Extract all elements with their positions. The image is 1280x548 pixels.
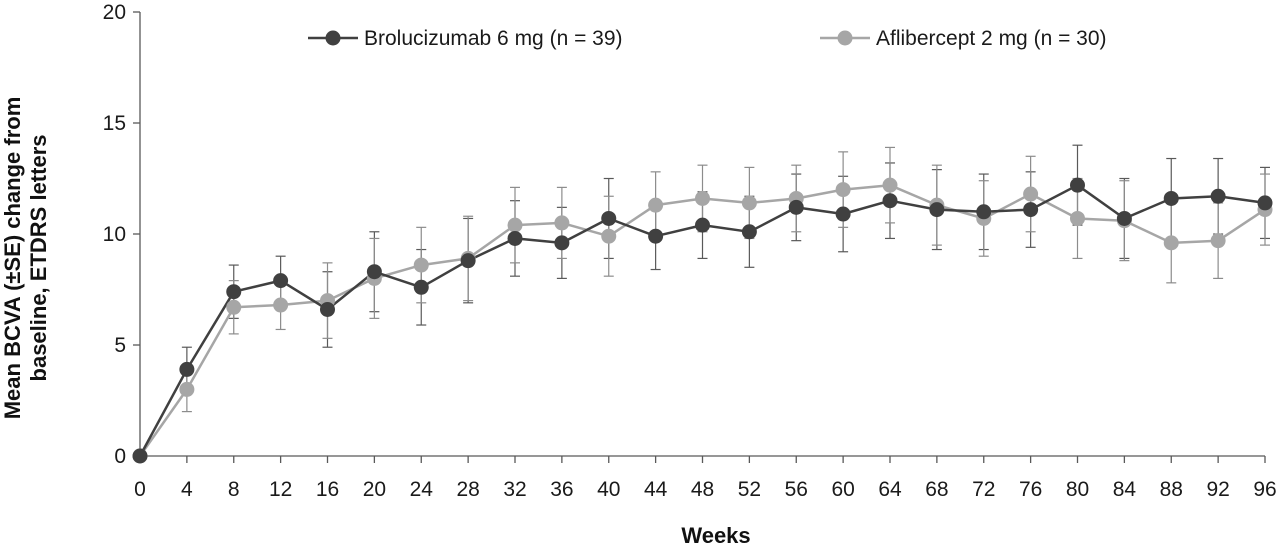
x-tick-label: 40 [597,478,620,501]
data-point-aflibercept [1023,186,1039,202]
x-tick-label: 76 [1019,478,1042,501]
legend-label-brolucizumab: Brolucizumab 6 mg (n = 39) [364,27,623,50]
data-point-brolucizumab [366,264,382,280]
x-tick-label: 52 [738,478,761,501]
series-points [132,177,1273,464]
data-point-brolucizumab [929,202,945,218]
data-point-aflibercept [695,190,710,206]
x-tick-label: 16 [316,478,339,501]
y-axis-title-line-2: baseline, ETDRS letters [26,135,51,382]
x-tick-label: 60 [831,478,854,501]
x-tick-label: 48 [691,478,714,501]
x-tick-label: 8 [228,478,240,501]
data-point-aflibercept [273,297,289,313]
data-point-brolucizumab [1116,210,1132,226]
data-point-aflibercept [1163,235,1179,251]
x-tick-label: 32 [503,478,526,501]
x-tick-label: 20 [363,478,386,501]
data-point-brolucizumab [1163,190,1179,206]
data-point-aflibercept [1210,233,1226,249]
legend-marker-aflibercept [837,30,853,46]
legend-item-brolucizumab: Brolucizumab 6 mg (n = 39) [308,27,623,50]
data-point-brolucizumab [1257,195,1273,211]
x-tick-label: 96 [1253,478,1276,501]
y-tick-label: 20 [103,1,126,24]
data-point-brolucizumab [179,361,195,377]
x-tick-label: 72 [972,478,995,501]
data-point-brolucizumab [1070,177,1085,193]
data-point-aflibercept [554,215,570,231]
x-tick-label: 56 [785,478,808,501]
x-tick-label: 12 [269,478,292,501]
data-point-aflibercept [648,197,664,213]
legend-item-aflibercept: Aflibercept 2 mg (n = 30) [820,27,1107,50]
y-axis-title-line-1: Mean BCVA (±SE) change from [0,97,25,420]
data-point-brolucizumab [601,210,617,226]
data-point-aflibercept [1070,210,1085,226]
data-point-aflibercept [835,182,851,198]
data-point-brolucizumab [507,230,523,246]
y-axis-title: Mean BCVA (±SE) change from baseline, ET… [0,97,51,420]
data-point-aflibercept [507,217,523,233]
y-tick-label: 5 [114,334,126,357]
data-point-aflibercept [179,381,195,397]
x-tick-label: 36 [550,478,573,501]
y-tick-label: 15 [103,112,126,135]
data-point-aflibercept [882,177,898,193]
y-tick-label: 10 [103,223,126,246]
data-point-brolucizumab [1023,202,1039,218]
x-tick-label: 28 [456,478,479,501]
data-point-aflibercept [413,257,429,273]
x-axis-ticks: 0 4 8 12 16 20 24 28 32 36 40 44 48 52 56 60 64 68 72 76 80 8… [134,456,1277,501]
data-point-brolucizumab [554,235,570,251]
data-point-brolucizumab [695,217,710,233]
x-tick-label: 84 [1113,478,1137,501]
legend-label-aflibercept: Aflibercept 2 mg (n = 30) [876,27,1107,50]
data-point-brolucizumab [1210,188,1226,204]
data-point-brolucizumab [132,448,148,464]
legend: Brolucizumab 6 mg (n = 39) Aflibercept 2… [308,27,1107,50]
x-tick-label: 80 [1066,478,1089,501]
legend-marker-brolucizumab [325,30,341,46]
data-point-brolucizumab [882,193,898,209]
data-point-aflibercept [741,195,757,211]
data-point-brolucizumab [460,253,476,269]
y-tick-label: 0 [114,445,126,468]
x-tick-label: 68 [925,478,948,501]
data-point-brolucizumab [976,204,992,220]
data-point-aflibercept [226,299,242,315]
x-axis-title: Weeks [681,523,750,548]
x-tick-label: 64 [878,478,902,501]
data-point-brolucizumab [648,228,664,244]
x-tick-label: 0 [134,478,146,501]
data-point-aflibercept [601,228,617,244]
data-point-brolucizumab [413,279,429,295]
x-tick-label: 4 [181,478,193,501]
x-tick-label: 24 [410,478,434,501]
data-point-brolucizumab [226,284,242,300]
data-point-brolucizumab [835,206,851,222]
error-bars [181,144,1270,413]
x-tick-label: 88 [1160,478,1183,501]
data-point-brolucizumab [273,273,289,289]
x-tick-label: 92 [1206,478,1229,501]
y-axis-ticks: 0 5 10 15 20 [103,1,140,468]
x-tick-label: 44 [644,478,668,501]
data-point-brolucizumab [788,199,804,215]
data-point-brolucizumab [741,224,757,240]
data-point-brolucizumab [320,301,335,317]
